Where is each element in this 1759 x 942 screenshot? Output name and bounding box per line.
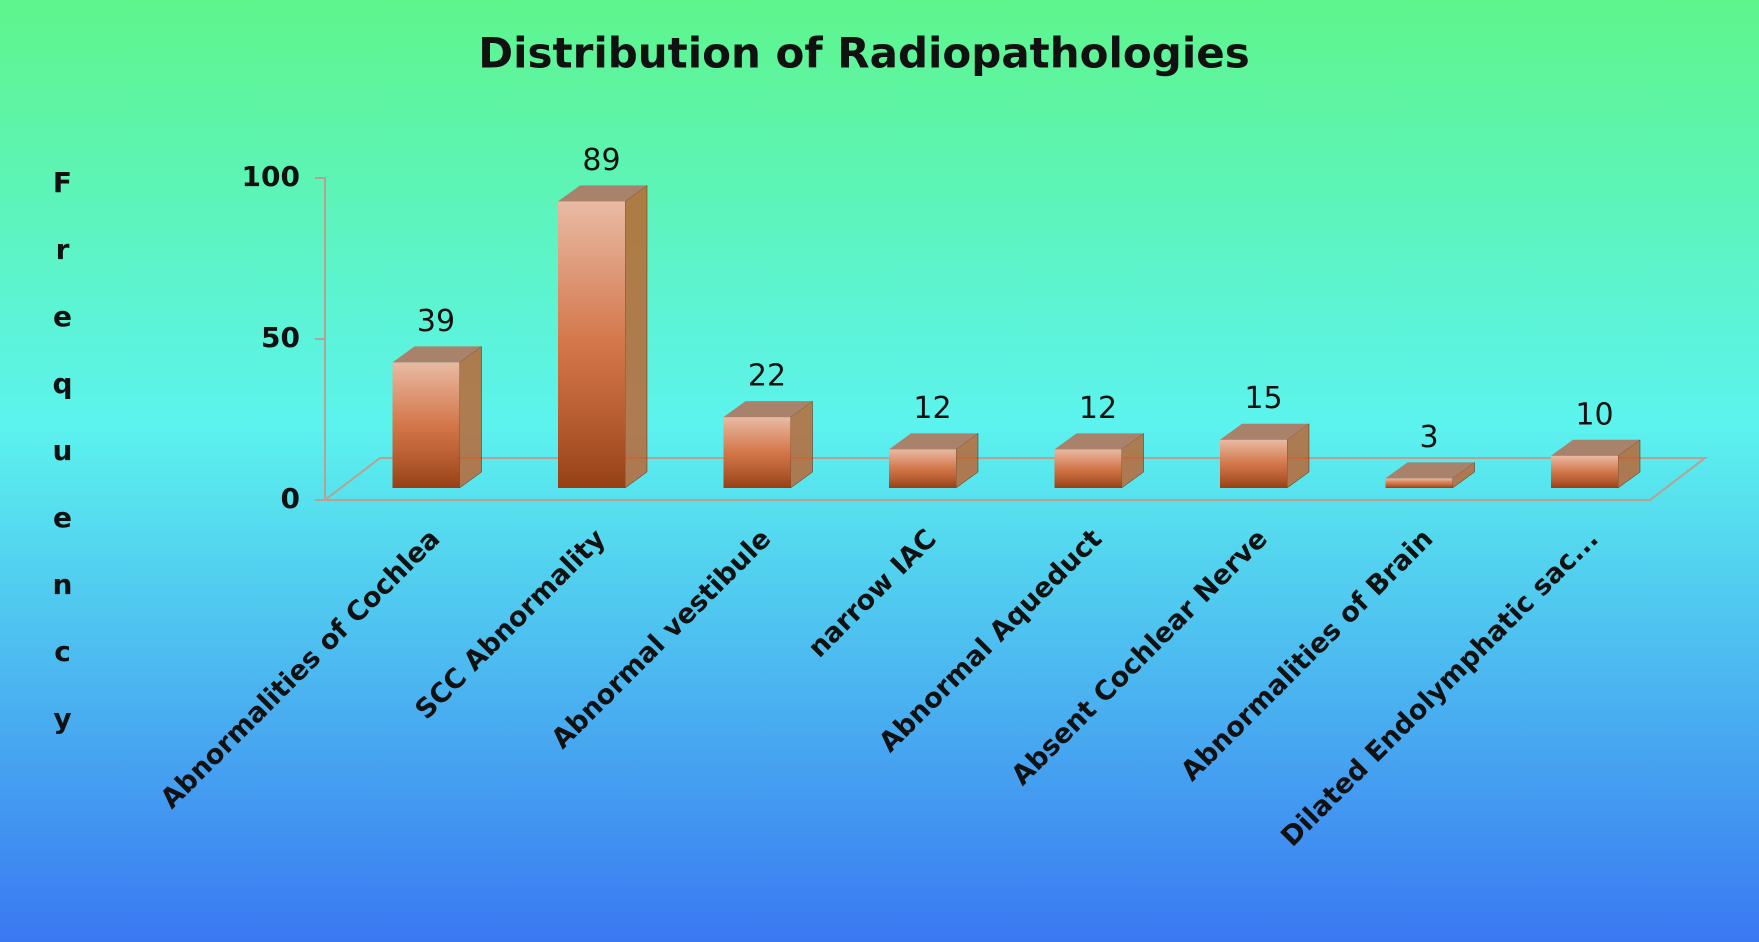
y-tick-label: 50 [261, 321, 300, 354]
bar-highlight [1551, 455, 1618, 488]
bar-group [1551, 439, 1641, 489]
value-label: 89 [582, 143, 620, 178]
value-label: 15 [1244, 381, 1282, 416]
value-label: 10 [1575, 397, 1613, 432]
bar-top [889, 433, 978, 450]
bar-highlight [1054, 449, 1122, 488]
value-label: 22 [748, 359, 786, 394]
floor [322, 457, 1708, 501]
bar-highlight [558, 201, 625, 489]
bar-top [1551, 439, 1640, 456]
bar-group [1220, 423, 1310, 489]
bar-group [392, 345, 482, 489]
bar-top [392, 346, 482, 363]
bar-top [1385, 462, 1475, 479]
bar-highlight [1220, 439, 1287, 488]
value-label: 12 [913, 391, 951, 426]
bar-top [1054, 433, 1144, 450]
bar-side [624, 184, 648, 489]
value-label: 3 [1419, 420, 1438, 455]
value-label: 39 [417, 304, 455, 339]
bar-highlight [889, 449, 956, 488]
bar-highlight [1385, 478, 1453, 488]
bar-group [558, 184, 648, 489]
bar-top [723, 401, 813, 418]
bar-highlight [392, 362, 460, 488]
y-tick-label: 0 [281, 482, 300, 515]
bar-top [558, 185, 647, 202]
bar-group [889, 432, 979, 489]
chart-title: Distribution of Radiopathologies [478, 29, 1249, 78]
bar-side [459, 345, 482, 489]
bar-group [723, 400, 813, 489]
bar-group [1054, 432, 1144, 489]
bar-highlight [723, 417, 791, 488]
y-tick-label: 100 [242, 160, 300, 193]
bar-top [1220, 423, 1309, 440]
bar-group [1385, 461, 1475, 489]
value-label: 12 [1079, 391, 1117, 426]
y-axis-label: Frequency [46, 166, 79, 769]
